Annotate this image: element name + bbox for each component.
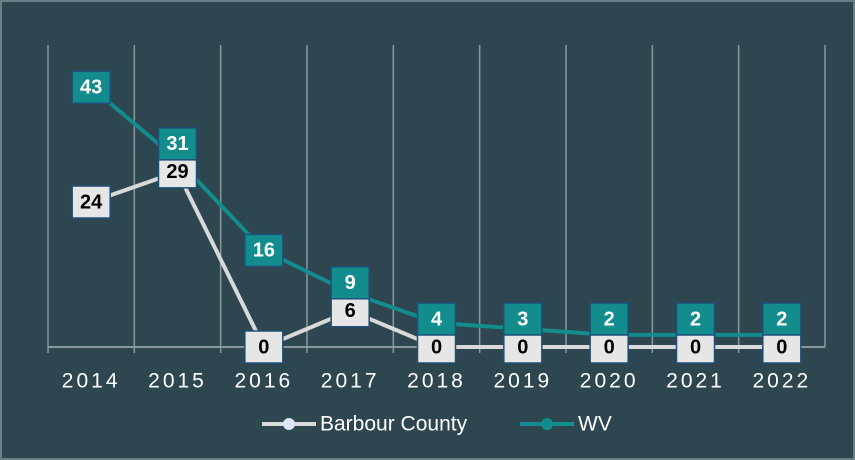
x-tick-label: 2015 (148, 370, 207, 393)
data-label-text: 0 (604, 336, 615, 358)
data-label-box (416, 302, 457, 336)
data-label-text: 3 (517, 308, 528, 330)
data-label: 29 (157, 155, 198, 189)
x-tick-label: 2021 (666, 370, 725, 393)
data-label-text: 9 (345, 272, 356, 294)
data-label-box (330, 294, 370, 328)
data-label-text: 0 (517, 336, 528, 358)
data-label-box (416, 330, 457, 364)
data-label: 0 (675, 330, 716, 364)
data-label: 0 (416, 330, 457, 364)
data-label-text: 4 (431, 308, 443, 330)
data-label-box (675, 330, 716, 364)
data-label-box (71, 185, 111, 219)
data-label-box (157, 127, 198, 161)
x-tick-label: 2014 (62, 370, 121, 393)
data-label-box (762, 302, 802, 336)
data-label-text: 16 (253, 240, 275, 262)
data-label-box (244, 233, 284, 268)
data-label-box (71, 70, 111, 105)
legend-marker (283, 418, 295, 430)
data-label-text: 2 (690, 308, 701, 330)
legend-marker (541, 418, 553, 430)
data-label: 2 (675, 302, 716, 336)
data-label-text: 24 (80, 191, 103, 213)
data-label-box (589, 302, 629, 336)
data-label: 0 (244, 330, 284, 364)
data-label-text: 6 (345, 300, 356, 322)
data-label: 2 (762, 302, 802, 336)
data-label-box (244, 330, 284, 364)
data-label: 0 (503, 330, 543, 364)
data-label: 6 (330, 294, 370, 328)
data-label: 4 (416, 302, 457, 336)
data-label-text: 31 (166, 133, 188, 155)
data-label: 0 (589, 330, 629, 364)
data-label-text: 0 (431, 336, 442, 358)
data-label: 31 (157, 127, 198, 161)
data-label-text: 2 (604, 308, 615, 330)
x-tick-label: 2022 (752, 370, 811, 393)
data-label: 0 (762, 330, 802, 364)
data-label: 3 (503, 302, 543, 336)
data-label-box (503, 302, 543, 336)
legend-label: WV (578, 413, 612, 436)
x-tick-label: 2018 (407, 370, 466, 393)
data-label-box (157, 155, 198, 189)
x-tick-label: 2016 (234, 370, 293, 393)
data-label: 9 (330, 266, 370, 300)
data-label-text: 2 (776, 308, 787, 330)
data-label-box (330, 266, 370, 300)
data-label-text: 0 (690, 336, 701, 358)
data-label: 16 (244, 233, 284, 268)
data-label-text: 0 (258, 336, 269, 358)
x-tick-label: 2019 (493, 370, 552, 393)
data-label-box (675, 302, 716, 336)
data-label-text: 29 (166, 161, 188, 183)
data-label: 43 (71, 70, 111, 105)
legend-label: Barbour County (320, 413, 468, 436)
x-tick-label: 2020 (580, 370, 639, 393)
data-label: 24 (71, 185, 111, 219)
data-label-box (503, 330, 543, 364)
data-label-text: 43 (80, 77, 102, 99)
data-label: 2 (589, 302, 629, 336)
data-label-text: 0 (776, 336, 787, 358)
x-tick-label: 2017 (321, 370, 380, 393)
